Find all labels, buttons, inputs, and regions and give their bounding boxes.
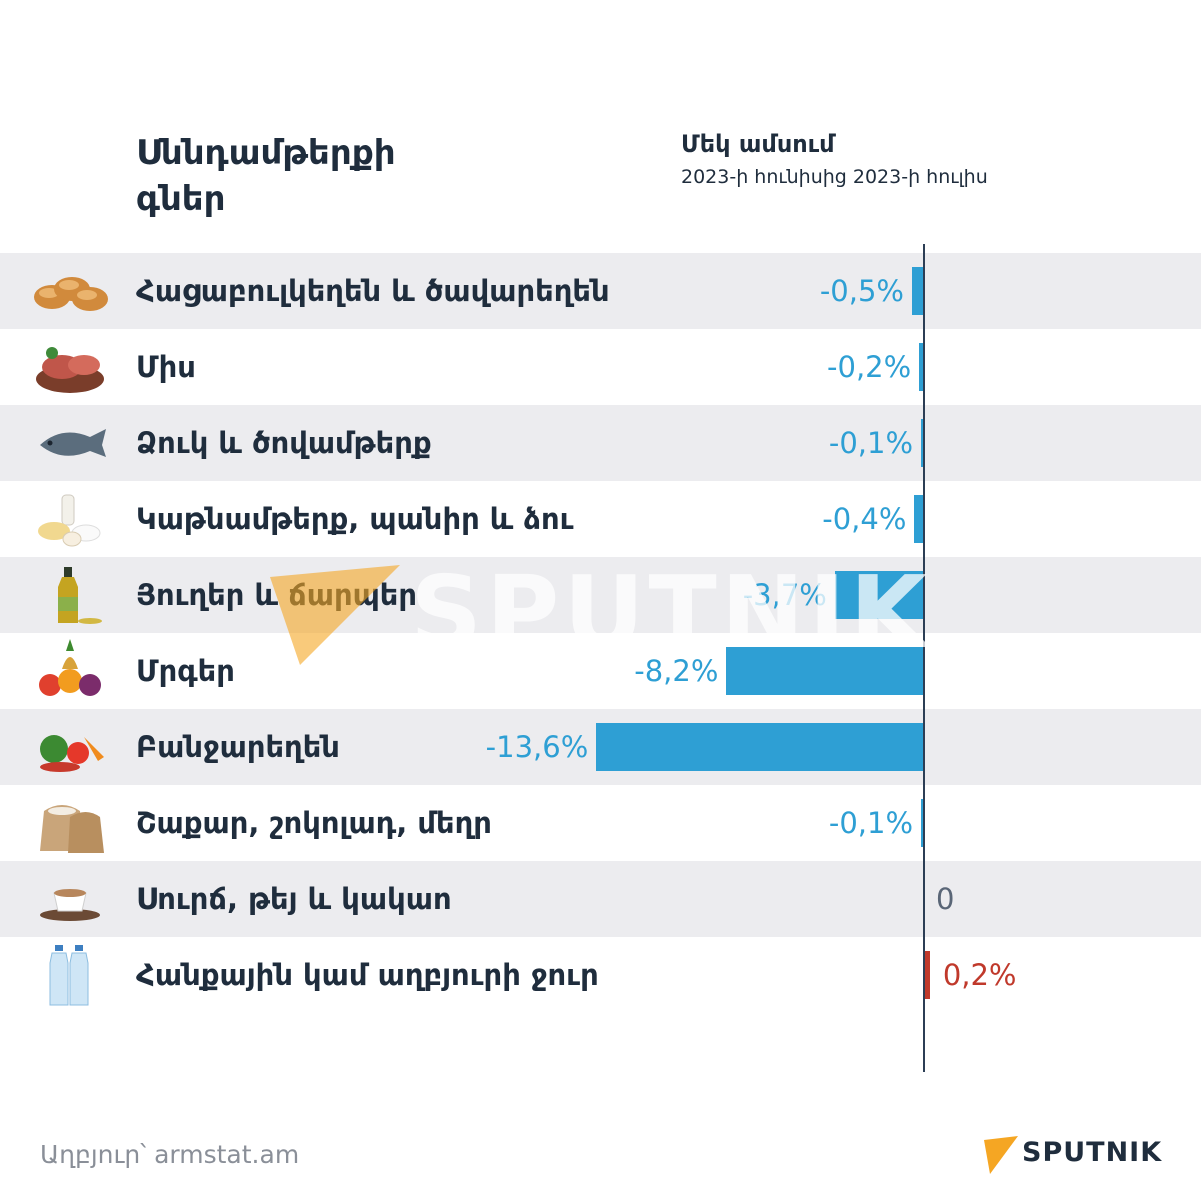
source-note: Աղբյուր՝ armstat.am [40,1140,300,1169]
value-label: -3,7% [742,578,827,612]
value-label: -0,4% [822,502,907,536]
sugar-sack-icon [40,805,104,853]
value-label: 0,2% [942,958,1017,992]
water-bottles-icon [49,945,89,1006]
bar [834,571,924,619]
dairy-icon [38,494,101,547]
bar [726,647,924,695]
bar [919,343,924,391]
chart-row: Հանքային կամ աղբյուրի ջուր 0,2% [0,937,1201,1013]
category-label: Հանքային կամ աղբյուրի ջուր [136,958,599,992]
value-label: 0 [936,882,955,916]
chart-row: Հացաբուլկեղեն և ծավարեղեն -0,5% [0,253,1201,329]
bar [921,419,924,467]
vegetables-icon [40,735,104,772]
category-label: Միս [136,350,196,384]
bar [925,951,930,999]
chart-row: Յուղեր և ճարպեր -3,7% [0,557,1201,633]
category-label: Բանջարեղեն [136,730,340,764]
period-title: Մեկ ամսում [681,130,835,158]
category-label: Ձուկ և ծովամթերք [136,426,432,460]
chart-row: Մրգեր -8,2% [0,633,1201,709]
chart-row: Սուրճ, թեյ և կակաո 0 [0,861,1201,937]
chart-row: Կաթնամթերք, պանիր և ձու -0,4% [0,481,1201,557]
chart-row: Ձուկ և ծովամթերք -0,1% [0,405,1201,481]
bar [921,799,924,847]
meat-icon [36,347,104,393]
category-label: Յուղեր և ճարպեր [136,578,418,612]
chart-row: Միս -0,2% [0,329,1201,405]
category-label: Կաթնամթերք, պանիր և ձու [136,502,574,536]
sputnik-logo-icon [984,1136,1018,1174]
bar [911,267,924,315]
value-label: -0,2% [827,350,912,384]
chart-row: Բանջարեղեն -13,6% [0,709,1201,785]
category-label: Մրգեր [136,654,235,688]
fish-icon [40,429,106,457]
category-label: Սուրճ, թեյ և կակաո [136,882,452,916]
zero-axis [923,244,925,1072]
fruit-icon [39,639,101,696]
category-label: Հացաբուլկեղեն և ծավարեղեն [136,274,610,308]
coffee-cup-icon [40,889,100,921]
value-label: -0,1% [828,426,913,460]
chart-row: Շաքար, շոկոլադ, մեղր -0,1% [0,785,1201,861]
brand-name: SPUTNIK [1022,1137,1163,1168]
value-label: -8,2% [634,654,719,688]
category-label: Շաքար, շոկոլադ, մեղր [136,806,492,840]
period-subtitle: 2023-ի հունիսից 2023-ի հուլիս [681,166,988,188]
chart-title: Սննդամթերքի գներ [136,133,396,219]
value-label: -0,5% [819,274,904,308]
bread-icon [34,277,108,311]
bar [914,495,924,543]
value-label: -0,1% [828,806,913,840]
bar [596,723,924,771]
value-label: -13,6% [485,730,589,764]
oil-bottle-icon [58,567,102,624]
